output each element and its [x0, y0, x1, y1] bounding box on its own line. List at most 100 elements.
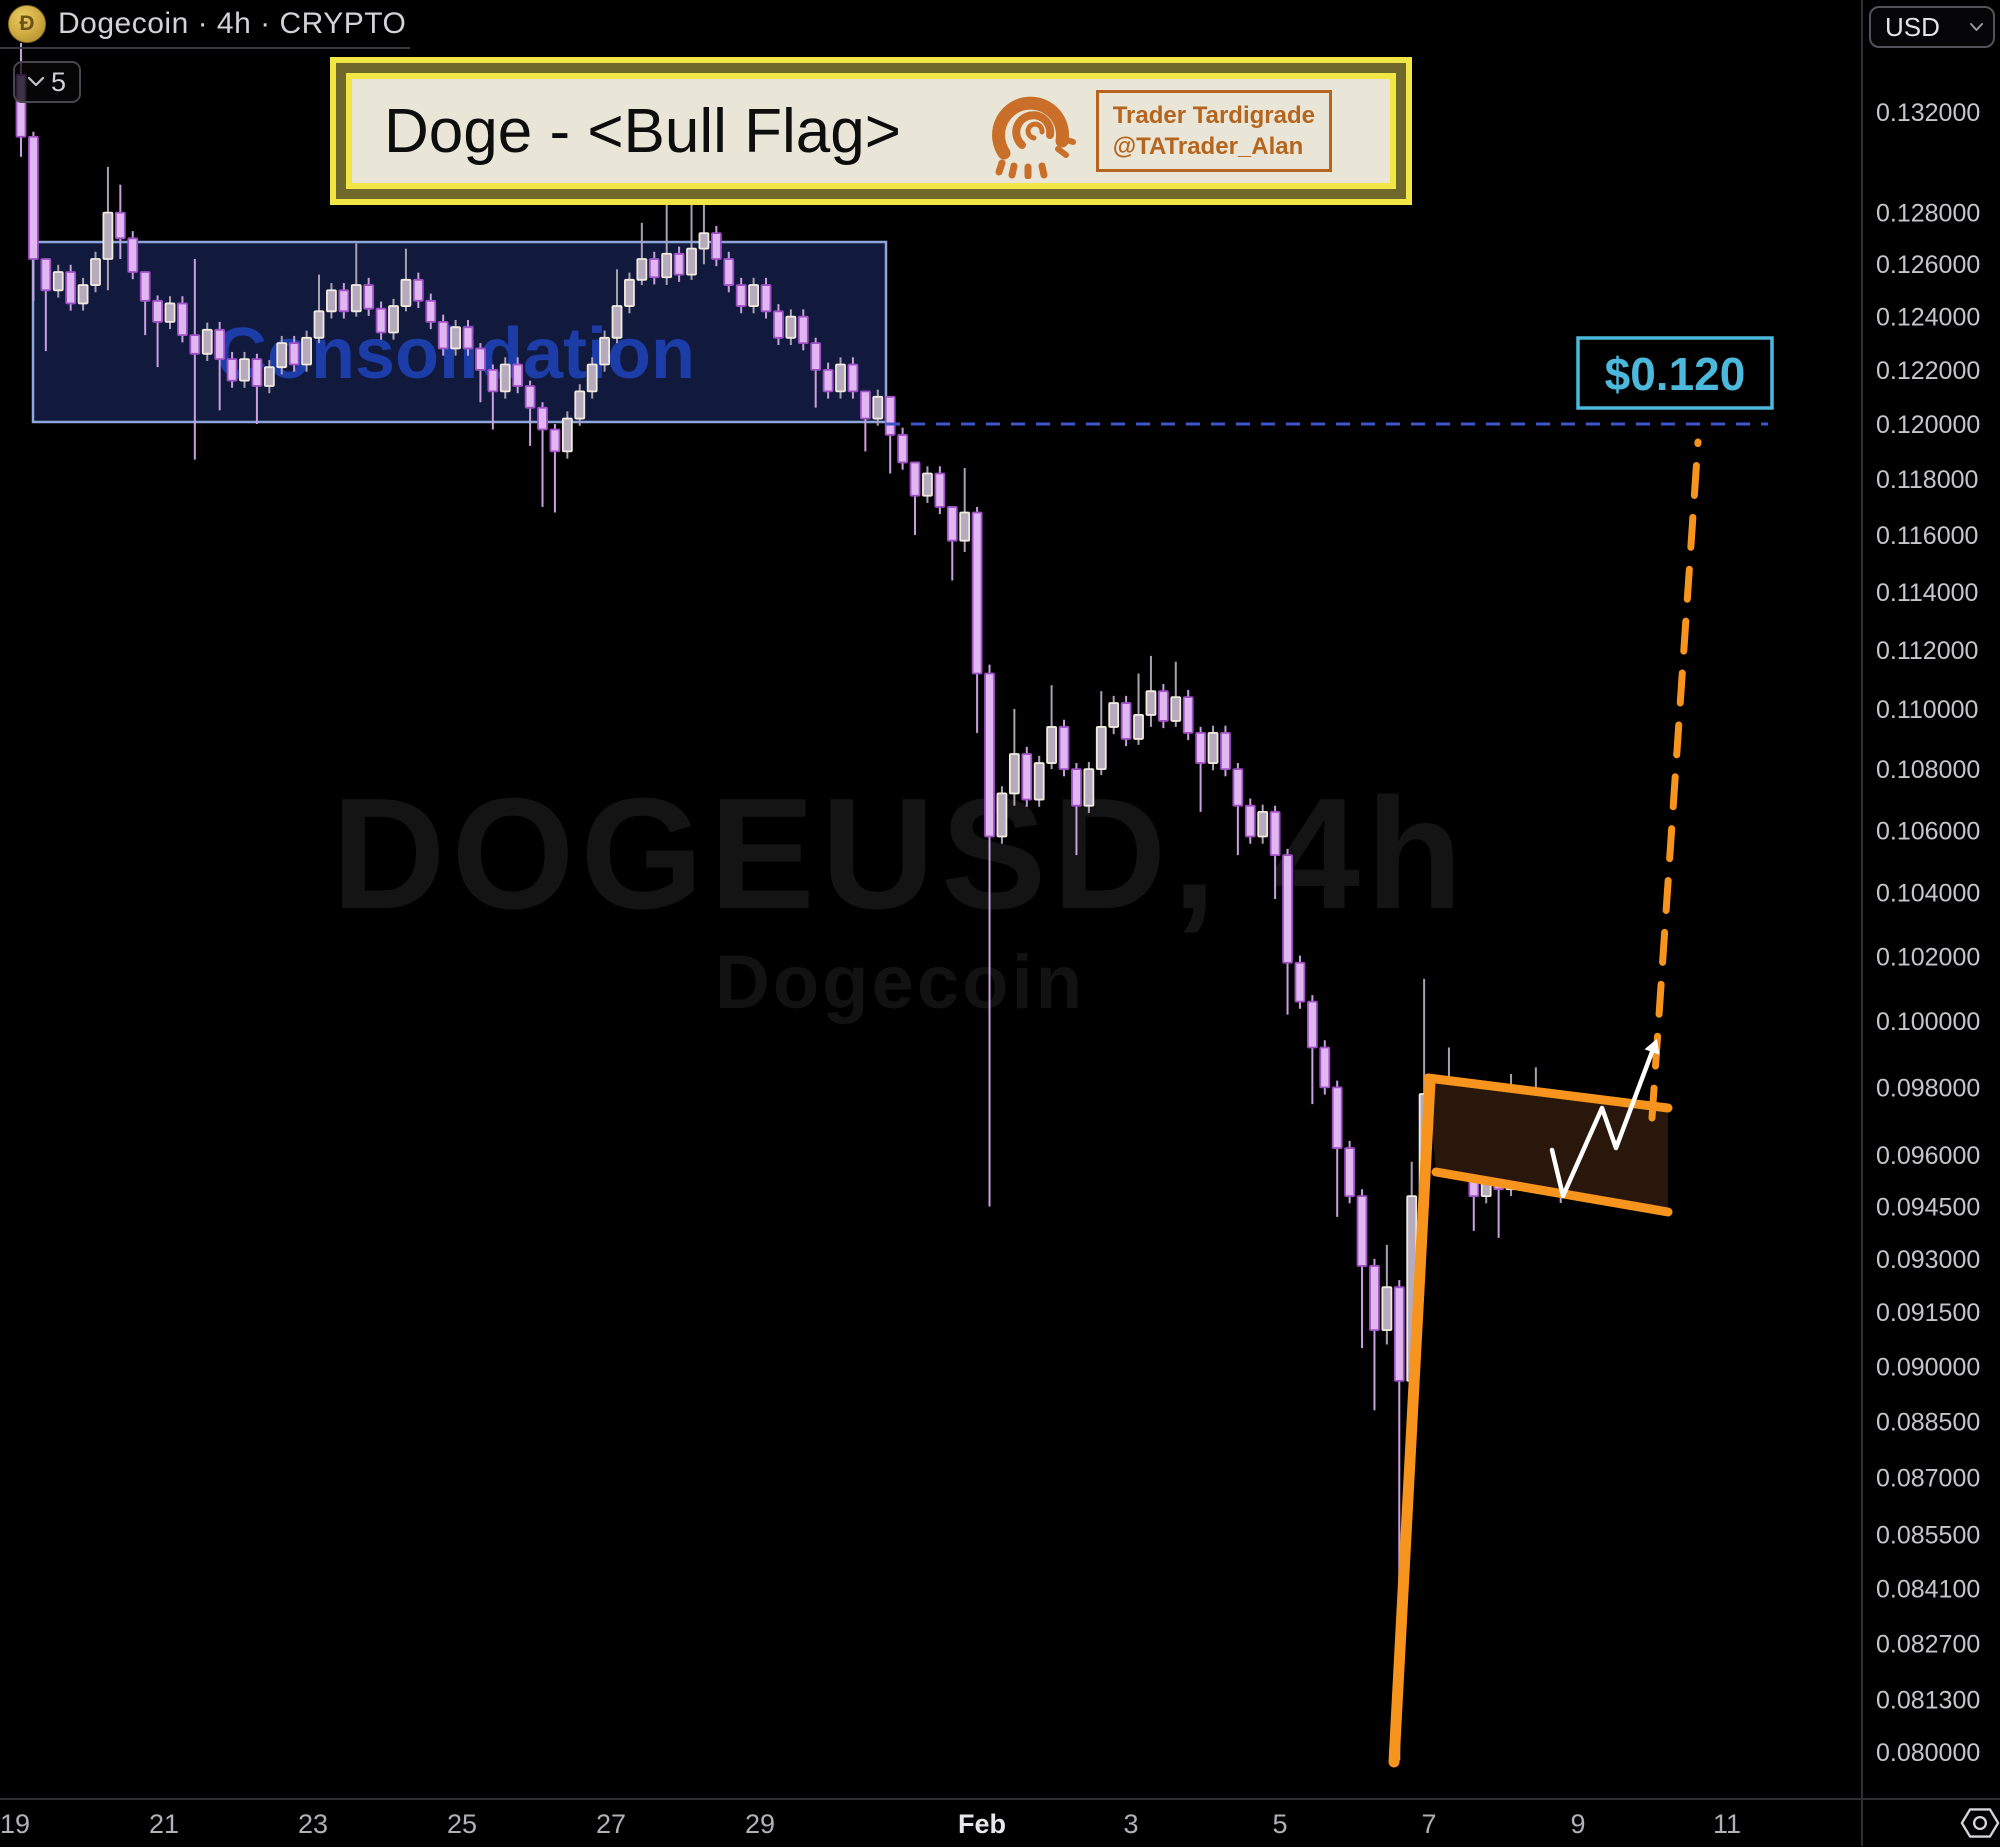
candle-up	[313, 274, 325, 344]
candle-body	[462, 326, 474, 350]
candle-up	[599, 330, 610, 372]
time-axis-strip[interactable]	[0, 1798, 2000, 1846]
candle-body	[1306, 1000, 1318, 1049]
candle-up	[1008, 709, 1020, 806]
candle-body	[537, 406, 548, 431]
projection-dashed-line[interactable]	[1648, 438, 1702, 1122]
candle-body	[1232, 768, 1244, 807]
consolidation-box[interactable]	[31, 240, 888, 424]
breakout-zigzag-arrow[interactable]	[1549, 1049, 1655, 1199]
candle-up	[77, 277, 89, 311]
target-label: $0.120	[1605, 348, 1746, 400]
candle-down	[1157, 683, 1169, 729]
candle-down	[1182, 689, 1194, 741]
candle-down	[847, 357, 859, 399]
price-tick-label: 0.081300	[1876, 1686, 1980, 1714]
candle-body	[1220, 732, 1231, 771]
price-tick-label: 0.087000	[1876, 1464, 1980, 1492]
candle-body	[959, 511, 971, 542]
bull-flag-drawing[interactable]	[886, 422, 1768, 1768]
flag-lower-line[interactable]	[1431, 1167, 1673, 1217]
candle-down	[1021, 746, 1033, 807]
candle-up	[1033, 755, 1045, 807]
candle-body	[177, 302, 188, 337]
candle-body	[735, 284, 747, 307]
candle-down	[971, 506, 983, 733]
candle-body	[996, 792, 1008, 838]
candle-up	[326, 283, 337, 319]
candle-body	[1058, 726, 1070, 771]
candle-up	[1145, 655, 1157, 727]
interval-dropdown-button[interactable]: 5	[13, 61, 81, 103]
candle-down	[1269, 805, 1281, 900]
candle-down	[475, 343, 486, 403]
target-label-box[interactable]	[1576, 336, 1774, 410]
candle-up	[52, 264, 64, 298]
candle-body	[487, 368, 499, 393]
axis-settings-button[interactable]	[1956, 1799, 2000, 1847]
candle-up	[835, 357, 846, 399]
candle-body	[102, 211, 114, 260]
candle-body	[1033, 762, 1045, 801]
candle-body	[326, 289, 337, 313]
price-target[interactable]: $0.120	[1576, 336, 1774, 410]
symbol-legend[interactable]: Ð Dogecoin · 4h · CRYPTO	[8, 5, 406, 43]
title-banner[interactable]: Doge - <Bull Flag> Trader Tardigrade @TA…	[330, 57, 1412, 205]
brand-handle: @TATrader_Alan	[1112, 133, 1304, 160]
candle-down	[1058, 719, 1070, 777]
candle-down	[1369, 1258, 1380, 1411]
candle-down	[462, 319, 474, 356]
candle-up	[1046, 685, 1058, 770]
candle-down	[214, 321, 226, 411]
candle-up	[996, 786, 1008, 844]
currency-dropdown-button[interactable]: USD	[1869, 6, 1995, 48]
candle-body	[586, 363, 598, 393]
price-tick-label: 0.106000	[1876, 817, 1980, 845]
candle-down	[363, 277, 375, 316]
candle-body	[636, 258, 648, 281]
candle-body	[1369, 1265, 1380, 1331]
candle-up	[922, 466, 933, 503]
candle-up	[1133, 673, 1144, 745]
candle-body	[1269, 810, 1281, 857]
candle-body	[338, 289, 350, 313]
candle-body	[1120, 702, 1132, 740]
candle-down	[338, 283, 350, 319]
candle-body	[574, 390, 586, 420]
candle-down	[524, 380, 536, 446]
candle-down	[487, 364, 499, 430]
time-tick-label: 23	[298, 1809, 328, 1839]
candle-body	[1244, 804, 1256, 838]
candle-body	[313, 310, 325, 339]
candle-down	[152, 295, 163, 368]
candle-down	[177, 296, 188, 343]
candle-down	[251, 353, 263, 424]
candle-down	[375, 301, 387, 340]
candle-body	[1182, 696, 1194, 734]
candle-body	[785, 315, 797, 339]
candle-body	[475, 347, 486, 371]
candle-down	[822, 362, 834, 399]
candle-body	[897, 434, 909, 464]
candle-body	[301, 336, 312, 366]
candle-down	[139, 271, 151, 336]
price-tick-label: 0.128000	[1876, 200, 1980, 228]
price-tick-label: 0.098000	[1876, 1074, 1980, 1102]
candle-down	[189, 258, 201, 460]
candle-body	[1021, 753, 1033, 801]
candle-down	[884, 395, 896, 474]
candle-body	[549, 428, 561, 453]
price-tick-label: 0.132000	[1876, 99, 1980, 127]
price-tick-label: 0.080000	[1876, 1739, 1980, 1767]
flag-pole-line[interactable]	[1388, 1076, 1436, 1768]
price-axis-strip[interactable]	[1862, 0, 2000, 1846]
candle-body	[388, 305, 399, 334]
flag-upper-line[interactable]	[1423, 1073, 1673, 1113]
candle-down	[946, 506, 958, 581]
candle-body	[1071, 768, 1082, 807]
candle-down	[1120, 695, 1132, 747]
candle-up	[263, 359, 275, 394]
